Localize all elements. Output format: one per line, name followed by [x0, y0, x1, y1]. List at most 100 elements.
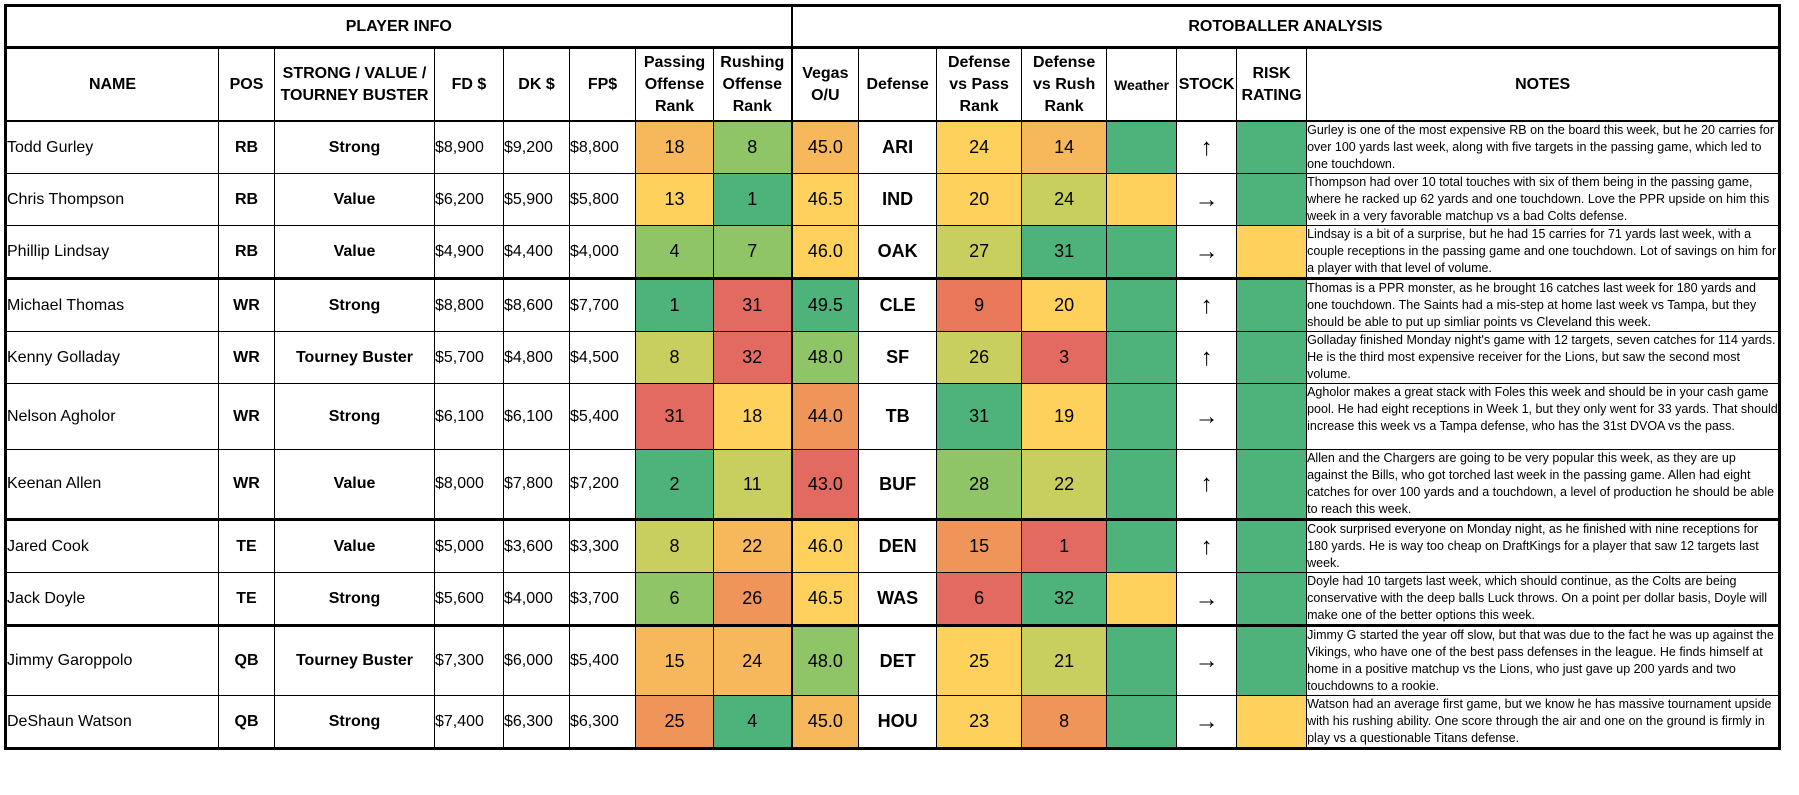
- fanduel-salary: $4,900: [434, 225, 504, 279]
- fantasypros-salary: $7,700: [569, 277, 636, 332]
- player-name: Nelson Agholor: [5, 383, 219, 450]
- column-header-row: NAME POS STRONG / VALUE / TOURNEY BUSTER …: [5, 47, 1781, 122]
- stock-cell: →: [1176, 572, 1238, 626]
- fantasypros-salary: $3,300: [569, 518, 636, 573]
- passing-offense-rank: 2: [635, 449, 714, 520]
- rushing-offense-rank: 7: [712, 225, 793, 279]
- col-header-notes: NOTES: [1306, 47, 1781, 122]
- opponent-defense: WAS: [858, 572, 938, 626]
- right-arrow-icon: →: [1194, 402, 1219, 430]
- player-name: DeShaun Watson: [5, 695, 219, 749]
- vegas-over-under: 49.5: [790, 277, 860, 332]
- notes-cell: Watson had an average first game, but we…: [1306, 695, 1781, 749]
- fantasypros-salary: $4,000: [569, 225, 636, 279]
- position: QB: [218, 695, 275, 749]
- rushing-offense-rank: 4: [712, 695, 793, 749]
- draftkings-salary: $4,000: [503, 572, 570, 626]
- notes-cell: Thompson had over 10 total touches with …: [1306, 173, 1781, 226]
- right-arrow-icon: →: [1194, 185, 1219, 213]
- stock-cell: →: [1176, 225, 1238, 279]
- section-header-row: PLAYER INFO ROTOBALLER ANALYSIS: [4, 5, 1781, 49]
- fantasypros-salary: $8,800: [569, 120, 636, 174]
- tier-label: Tourney Buster: [274, 331, 435, 384]
- defense-vs-pass-rank: 9: [936, 277, 1023, 332]
- stock-cell: →: [1176, 173, 1238, 226]
- opponent-defense: CLE: [858, 277, 938, 332]
- draftkings-salary: $6,300: [503, 695, 570, 749]
- defense-vs-pass-rank: 20: [936, 173, 1023, 226]
- player-name: Jared Cook: [5, 518, 219, 573]
- passing-offense-rank: 1: [635, 277, 714, 332]
- defense-vs-rush-rank: 32: [1021, 572, 1108, 626]
- defense-vs-pass-rank: 27: [936, 225, 1023, 279]
- opponent-defense: BUF: [858, 449, 938, 520]
- tier-label: Strong: [274, 572, 435, 626]
- tier-label: Strong: [274, 277, 435, 332]
- position: TE: [218, 518, 275, 573]
- weather-indicator: [1106, 120, 1178, 174]
- player-name: Michael Thomas: [5, 277, 219, 332]
- col-header-weather: Weather: [1106, 47, 1178, 122]
- col-header-risk-rating: RISK RATING: [1236, 47, 1308, 122]
- notes-text: Thomas is a PPR monster, as he brought 1…: [1307, 281, 1757, 330]
- position: WR: [218, 449, 275, 520]
- rushing-offense-rank: 31: [712, 277, 793, 332]
- player-row: Chris Thompson RB Value $6,200 $5,900 $5,800 1…: [5, 173, 1781, 226]
- notes-cell: Jimmy G started the year off slow, but t…: [1306, 624, 1781, 696]
- stock-cell: →: [1176, 695, 1238, 749]
- tier-label: Value: [274, 225, 435, 279]
- player-row: Michael Thomas WR Strong $8,800 $8,600 $7,700…: [5, 277, 1781, 332]
- defense-vs-pass-rank: 6: [936, 572, 1023, 626]
- up-arrow-icon: ↑: [1200, 343, 1213, 371]
- notes-text: Watson had an average first game, but we…: [1307, 697, 1772, 745]
- tier-label: Value: [274, 518, 435, 573]
- passing-offense-rank: 25: [635, 695, 714, 749]
- draftkings-salary: $5,900: [503, 173, 570, 226]
- defense-vs-rush-rank: 31: [1021, 225, 1108, 279]
- draftkings-salary: $7,800: [503, 449, 570, 520]
- risk-rating-indicator: [1236, 173, 1308, 226]
- passing-offense-rank: 18: [635, 120, 714, 174]
- weather-indicator: [1106, 449, 1178, 520]
- fantasypros-salary: $6,300: [569, 695, 636, 749]
- col-header-dk: DK $: [503, 47, 570, 122]
- weather-indicator: [1106, 225, 1178, 279]
- fanduel-salary: $8,900: [434, 120, 504, 174]
- defense-vs-pass-rank: 31: [936, 383, 1023, 450]
- notes-text: Jimmy G started the year off slow, but t…: [1307, 628, 1774, 694]
- rushing-offense-rank: 18: [712, 383, 793, 450]
- fanduel-salary: $5,000: [434, 518, 504, 573]
- vegas-over-under: 46.5: [790, 173, 860, 226]
- fanduel-salary: $8,800: [434, 277, 504, 332]
- notes-text: Gurley is one of the most expensive RB o…: [1307, 123, 1775, 171]
- player-name: Keenan Allen: [5, 449, 219, 520]
- right-arrow-icon: →: [1194, 584, 1219, 612]
- weather-indicator: [1106, 277, 1178, 332]
- defense-vs-rush-rank: 3: [1021, 331, 1108, 384]
- col-header-defense: Defense: [858, 47, 938, 122]
- dfs-rankings-sheet: PLAYER INFO ROTOBALLER ANALYSIS NAME POS…: [4, 4, 1782, 750]
- col-header-fp: FP$: [569, 47, 636, 122]
- position: QB: [218, 624, 275, 696]
- defense-vs-pass-rank: 25: [936, 624, 1023, 696]
- tier-label: Strong: [274, 695, 435, 749]
- weather-indicator: [1106, 572, 1178, 626]
- stock-cell: ↑: [1176, 449, 1238, 520]
- player-row: Keenan Allen WR Value $8,000 $7,800 $7,200 2 11…: [5, 449, 1781, 520]
- rushing-offense-rank: 11: [712, 449, 793, 520]
- player-name: Jack Doyle: [5, 572, 219, 626]
- rushing-offense-rank: 22: [712, 518, 793, 573]
- player-row: DeShaun Watson QB Strong $7,400 $6,300 $6,300…: [5, 695, 1781, 749]
- defense-vs-rush-rank: 21: [1021, 624, 1108, 696]
- stock-cell: →: [1176, 383, 1238, 450]
- risk-rating-indicator: [1236, 331, 1308, 384]
- position: WR: [218, 331, 275, 384]
- player-row: Phillip Lindsay RB Value $4,900 $4,400 $4,000…: [5, 225, 1781, 279]
- player-name: Phillip Lindsay: [5, 225, 219, 279]
- rushing-offense-rank: 24: [712, 624, 793, 696]
- notes-cell: Lindsay is a bit of a surprise, but he h…: [1306, 225, 1781, 279]
- defense-vs-rush-rank: 19: [1021, 383, 1108, 450]
- position: RB: [218, 120, 275, 174]
- risk-rating-indicator: [1236, 449, 1308, 520]
- notes-cell: Cook surprised everyone on Monday night,…: [1306, 518, 1781, 573]
